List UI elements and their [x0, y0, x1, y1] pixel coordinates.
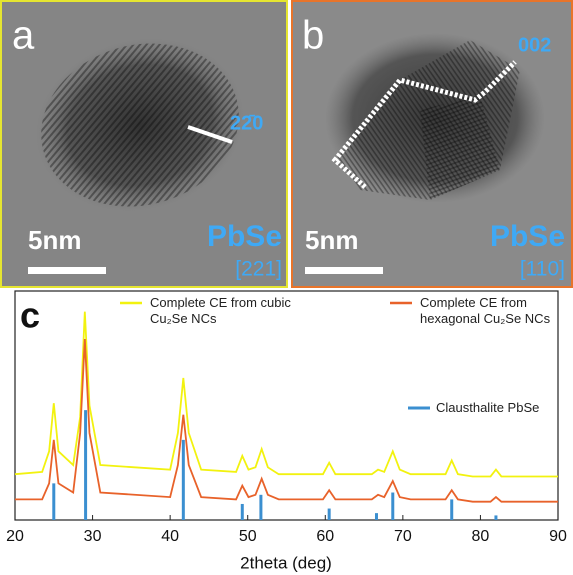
plane-label: 002 — [518, 34, 551, 56]
page: {"panels": [ {"label": "a", "material": … — [0, 0, 573, 575]
x-tick-label: 90 — [549, 528, 567, 545]
panel-a: a 22̄0 5nm PbSe [221] — [1, 1, 287, 287]
x-tick-label: 30 — [84, 528, 102, 545]
legend-entry: Complete CE from cubic Cu₂Se NCs — [150, 295, 320, 327]
zone-axis: [221] — [235, 258, 282, 281]
figure: a 22̄0 5nm PbSe [221] b 002 5nm PbSe [11… — [0, 0, 573, 575]
material: PbSe — [207, 220, 282, 253]
scale-bar — [28, 267, 106, 274]
zone-axis: [110] — [520, 258, 565, 281]
x-tick-label: 60 — [316, 528, 334, 545]
panel-b: b 002 5nm PbSe [110] — [292, 1, 572, 287]
scale-label: 5nm — [305, 225, 358, 255]
material: PbSe — [490, 220, 565, 253]
plane-label: 22̄0 — [230, 112, 263, 134]
panel-label: a — [12, 14, 35, 58]
series-line — [15, 312, 558, 477]
x-tick-label: 40 — [161, 528, 179, 545]
scale-label: 5nm — [28, 225, 81, 255]
panel-label: c — [20, 295, 40, 336]
legend-entry: Complete CE from hexagonal Cu₂Se NCs — [420, 295, 570, 327]
x-tick-label: 20 — [6, 528, 24, 545]
x-tick-label: 80 — [472, 528, 490, 545]
x-tick-label: 70 — [394, 528, 412, 545]
plot: 20 30 40 50 60 70 80 90 — [6, 303, 567, 545]
legend-entry: Clausthalite PbSe — [436, 400, 566, 416]
x-axis-label: 2theta (deg) — [240, 553, 332, 572]
x-tick-label: 50 — [239, 528, 257, 545]
panel-label: b — [302, 14, 324, 58]
scale-bar — [305, 267, 383, 274]
